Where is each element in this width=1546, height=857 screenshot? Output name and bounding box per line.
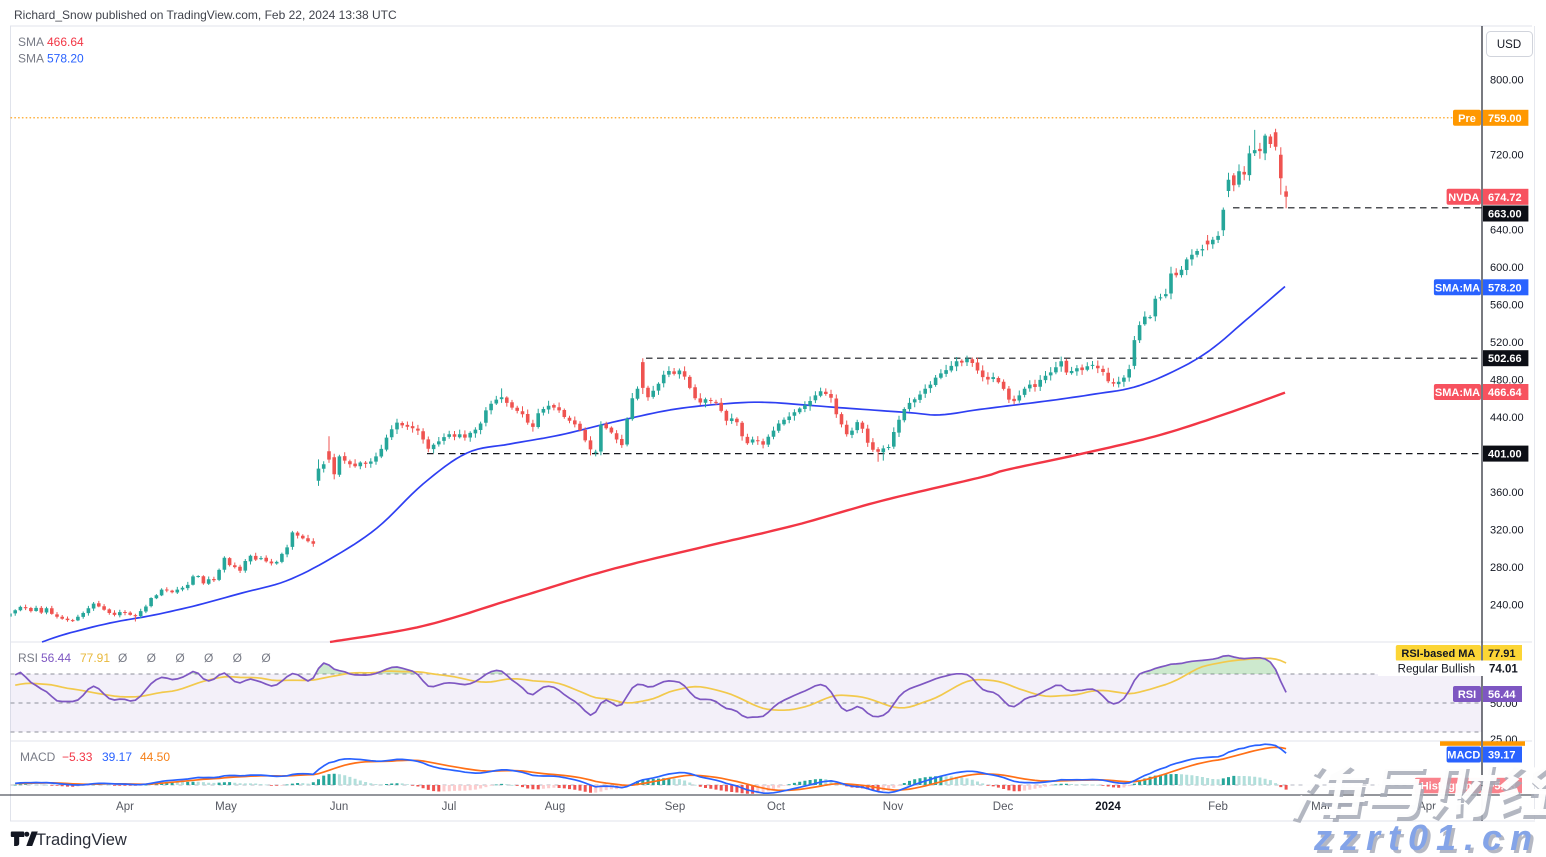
svg-text:480.00: 480.00 bbox=[1490, 375, 1524, 387]
svg-text:Jun: Jun bbox=[330, 801, 349, 813]
svg-text:MACD: MACD bbox=[1447, 750, 1480, 762]
svg-text:578.20: 578.20 bbox=[1488, 282, 1522, 294]
svg-text:520.00: 520.00 bbox=[1490, 337, 1524, 349]
svg-text:Pre: Pre bbox=[1458, 113, 1476, 125]
svg-text:May: May bbox=[215, 801, 237, 813]
svg-text:466.64: 466.64 bbox=[1488, 387, 1523, 399]
svg-text:SMA:MA: SMA:MA bbox=[1435, 282, 1480, 294]
svg-text:578.20: 578.20 bbox=[47, 52, 84, 66]
svg-text:NVDA: NVDA bbox=[1448, 192, 1479, 204]
svg-text:674.72: 674.72 bbox=[1488, 192, 1522, 204]
svg-text:SMA: SMA bbox=[18, 52, 44, 66]
svg-text:RSI: RSI bbox=[1458, 689, 1476, 701]
svg-text:Ø Ø Ø Ø Ø Ø: Ø Ø Ø Ø Ø Ø bbox=[118, 651, 279, 665]
svg-text:Dec: Dec bbox=[993, 801, 1014, 813]
svg-text:MACD: MACD bbox=[20, 750, 56, 764]
svg-text:zzrt01.cn: zzrt01.cn bbox=[1316, 820, 1543, 857]
svg-text:39.17: 39.17 bbox=[102, 750, 132, 764]
svg-text:SMA:MA: SMA:MA bbox=[1435, 387, 1480, 399]
svg-text:Nov: Nov bbox=[883, 801, 904, 813]
svg-text:RSI: RSI bbox=[18, 651, 38, 665]
svg-text:zzrt01.cn: zzrt01.cn bbox=[1313, 817, 1540, 857]
svg-text:466.64: 466.64 bbox=[47, 35, 84, 49]
svg-text:77.91: 77.91 bbox=[1488, 648, 1516, 660]
svg-text:Richard_Snow published on Trad: Richard_Snow published on TradingView.co… bbox=[14, 8, 397, 22]
svg-text:Apr: Apr bbox=[1418, 801, 1436, 813]
svg-text:759.00: 759.00 bbox=[1488, 113, 1522, 125]
svg-text:USD: USD bbox=[1497, 39, 1521, 51]
svg-text:−5.33: −5.33 bbox=[62, 750, 93, 764]
svg-text:800.00: 800.00 bbox=[1490, 74, 1524, 86]
svg-text:77.91: 77.91 bbox=[80, 651, 110, 665]
svg-text:56.44: 56.44 bbox=[41, 651, 71, 665]
svg-text:56.44: 56.44 bbox=[1488, 689, 1516, 701]
svg-text:Sep: Sep bbox=[665, 801, 685, 813]
svg-text:360.00: 360.00 bbox=[1490, 487, 1524, 499]
svg-text:320.00: 320.00 bbox=[1490, 525, 1524, 537]
svg-text:44.50: 44.50 bbox=[140, 750, 170, 764]
svg-text:600.00: 600.00 bbox=[1490, 262, 1524, 274]
svg-text:Oct: Oct bbox=[767, 801, 786, 813]
svg-text:Aug: Aug bbox=[545, 801, 565, 813]
svg-text:39.17: 39.17 bbox=[1488, 750, 1516, 762]
svg-text:74.01: 74.01 bbox=[1489, 664, 1518, 676]
svg-text:401.00: 401.00 bbox=[1488, 449, 1522, 461]
svg-text:720.00: 720.00 bbox=[1490, 149, 1524, 161]
svg-text:280.00: 280.00 bbox=[1490, 562, 1524, 574]
svg-text:SMA: SMA bbox=[18, 35, 44, 49]
svg-text:Regular Bullish: Regular Bullish bbox=[1398, 664, 1475, 676]
svg-text:Feb: Feb bbox=[1208, 801, 1228, 813]
svg-text:560.00: 560.00 bbox=[1490, 299, 1524, 311]
svg-text:640.00: 640.00 bbox=[1490, 224, 1524, 236]
svg-text:RSI-based MA: RSI-based MA bbox=[1401, 648, 1475, 660]
svg-text:240.00: 240.00 bbox=[1490, 600, 1524, 612]
svg-text:TradingView: TradingView bbox=[36, 831, 127, 849]
svg-text:502.66: 502.66 bbox=[1488, 353, 1522, 365]
svg-text:Apr: Apr bbox=[116, 801, 134, 813]
svg-text:663.00: 663.00 bbox=[1488, 209, 1522, 221]
svg-text:Jul: Jul bbox=[442, 801, 457, 813]
svg-text:2024: 2024 bbox=[1095, 801, 1121, 813]
svg-text:440.00: 440.00 bbox=[1490, 412, 1524, 424]
